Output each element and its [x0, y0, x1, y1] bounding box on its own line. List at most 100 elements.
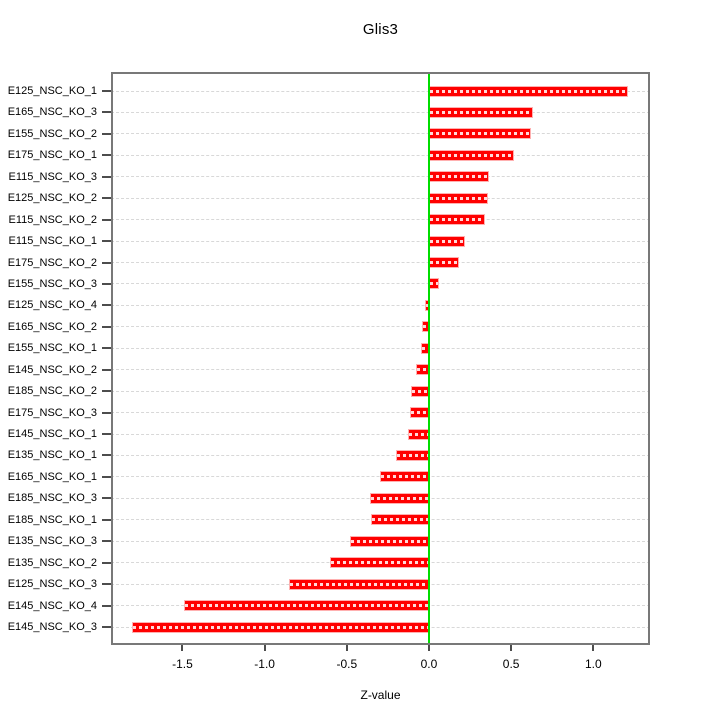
y-axis-tick	[102, 325, 111, 328]
bar-stripe	[411, 389, 428, 393]
y-axis-tick	[102, 261, 111, 264]
y-axis-label: E115_NSC_KO_3	[8, 170, 97, 183]
y-axis-label: E155_NSC_KO_1	[7, 342, 97, 355]
bar-stripe	[429, 196, 488, 200]
plot-area	[111, 72, 650, 645]
bar-stripe	[429, 282, 438, 286]
bar-stripe	[429, 132, 530, 136]
bar-stripe	[132, 625, 428, 629]
y-axis-label: E185_NSC_KO_1	[7, 513, 97, 526]
gridline	[111, 262, 650, 264]
bar-stripe	[408, 432, 428, 436]
y-axis-label: E165_NSC_KO_2	[7, 320, 97, 333]
y-axis-tick	[102, 304, 111, 307]
bar-E175_NSC_KO_1	[428, 149, 515, 161]
bar-stripe	[425, 303, 428, 307]
gridline	[111, 240, 650, 242]
y-axis-label: E145_NSC_KO_4	[7, 599, 97, 612]
y-axis-tick	[102, 197, 111, 200]
x-axis-tick	[181, 645, 184, 651]
y-axis-label: E115_NSC_KO_1	[8, 235, 97, 248]
gridline	[111, 326, 650, 328]
bar-E165_NSC_KO_3	[428, 106, 534, 118]
bar-E135_NSC_KO_3	[350, 535, 429, 547]
gridline	[111, 219, 650, 221]
gridline	[111, 433, 650, 435]
gridline	[111, 197, 650, 199]
bar-stripe	[429, 175, 488, 179]
gridline	[111, 454, 650, 456]
chart-title: Glis3	[362, 21, 399, 38]
bar-stripe	[185, 604, 428, 608]
x-axis-tick	[510, 645, 513, 651]
y-axis-label: E175_NSC_KO_2	[7, 256, 97, 269]
y-axis-label: E125_NSC_KO_1	[7, 85, 97, 97]
y-axis-label: E145_NSC_KO_3	[7, 621, 97, 633]
bar-stripe	[422, 325, 428, 329]
y-axis-label: E145_NSC_KO_1	[7, 428, 97, 441]
bar-stripe	[371, 518, 428, 522]
gridline	[111, 90, 650, 92]
y-axis-tick	[102, 390, 111, 393]
bar-E115_NSC_KO_1	[428, 235, 466, 247]
y-axis-label: E115_NSC_KO_2	[8, 213, 97, 226]
bar-stripe	[290, 582, 428, 586]
x-axis-tick-label: -0.5	[336, 657, 358, 671]
x-axis-tick	[263, 645, 266, 651]
y-axis-label: E145_NSC_KO_2	[7, 363, 97, 376]
y-axis-label: E185_NSC_KO_3	[7, 492, 97, 505]
bar-stripe	[380, 475, 428, 479]
y-axis-label: E135_NSC_KO_3	[7, 535, 97, 548]
bar-E145_NSC_KO_1	[407, 428, 429, 440]
gridline	[111, 304, 650, 306]
gridline	[111, 176, 650, 178]
y-axis-tick	[102, 282, 111, 285]
y-axis-label: E135_NSC_KO_1	[7, 449, 97, 462]
bar-E175_NSC_KO_3	[410, 407, 429, 419]
y-axis-tick	[102, 454, 111, 457]
bar-E125_NSC_KO_2	[428, 192, 489, 204]
bar-stripe	[421, 346, 428, 350]
bar-E175_NSC_KO_2	[428, 257, 459, 269]
y-axis-tick	[102, 111, 111, 114]
gridline	[111, 133, 650, 135]
x-axis-tick-label: 0.0	[420, 657, 438, 671]
bar-E155_NSC_KO_2	[428, 128, 531, 140]
y-axis-tick	[102, 540, 111, 543]
bar-stripe	[416, 368, 428, 372]
bar-stripe	[429, 110, 533, 114]
y-axis-label: E125_NSC_KO_2	[7, 192, 97, 205]
bar-E115_NSC_KO_3	[428, 171, 489, 183]
bar-E185_NSC_KO_3	[369, 492, 429, 504]
bar-stripe	[331, 561, 428, 565]
gridline	[111, 283, 650, 285]
x-axis-tick	[345, 645, 348, 651]
y-axis-tick	[102, 497, 111, 500]
x-axis-tick	[427, 645, 430, 651]
x-axis-tick	[592, 645, 595, 651]
gridline	[111, 390, 650, 392]
y-axis-label: E155_NSC_KO_3	[7, 277, 97, 290]
y-axis-tick	[102, 154, 111, 157]
y-axis-label: E155_NSC_KO_2	[7, 127, 97, 140]
bar-E145_NSC_KO_4	[184, 600, 429, 612]
y-axis-tick	[102, 368, 111, 371]
bar-E155_NSC_KO_3	[428, 278, 439, 290]
bar-E115_NSC_KO_2	[428, 214, 485, 226]
y-axis-tick	[102, 561, 111, 564]
y-axis-tick	[102, 132, 111, 135]
bar-E165_NSC_KO_1	[379, 471, 429, 483]
gridline	[111, 111, 650, 113]
bar-stripe	[429, 89, 627, 93]
bar-stripe	[429, 218, 484, 222]
gridline	[111, 369, 650, 371]
y-axis-label: E125_NSC_KO_4	[7, 299, 97, 312]
bar-E125_NSC_KO_3	[289, 578, 429, 590]
y-axis-tick	[102, 347, 111, 350]
bar-stripe	[429, 153, 514, 157]
gridline	[111, 412, 650, 414]
y-axis-label: E165_NSC_KO_3	[7, 106, 97, 119]
x-axis-tick-label: -1.0	[254, 657, 275, 671]
y-axis-tick	[102, 218, 111, 221]
